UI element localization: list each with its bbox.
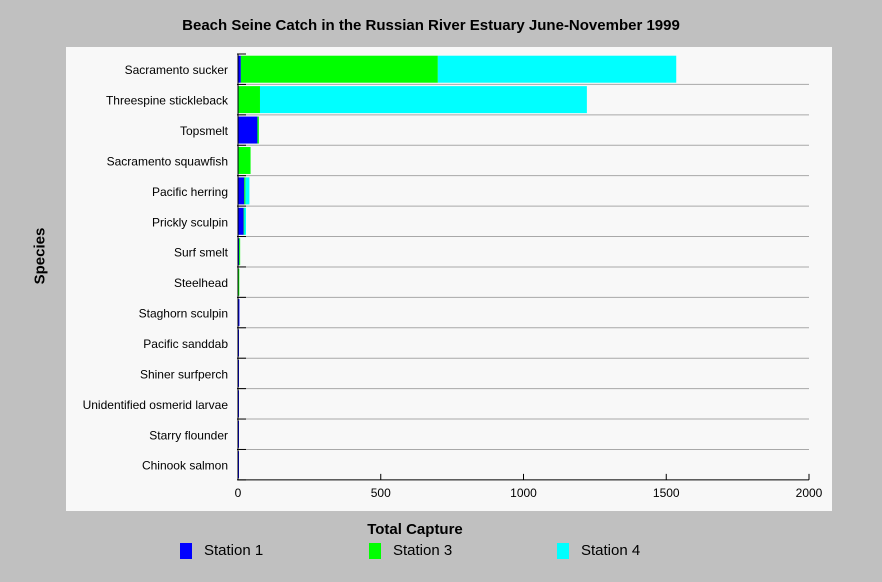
category-label-shiner-surfperch: Shiner surfperch xyxy=(140,367,228,381)
category-label-starry-flounder: Starry flounder xyxy=(149,428,228,442)
category-label-prickly-sculpin: Prickly sculpin xyxy=(152,215,228,229)
bar-station-1-pacific-herring xyxy=(238,177,245,205)
chart-title: Beach Seine Catch in the Russian River E… xyxy=(182,17,680,34)
x-tick-label-2000: 2000 xyxy=(796,486,823,500)
bar-station-4-sacramento-sucker xyxy=(437,55,677,83)
x-tick-label-1500: 1500 xyxy=(653,486,680,500)
x-axis-title: Total Capture xyxy=(367,521,463,538)
category-label-staghorn-sculpin: Staghorn sculpin xyxy=(139,307,228,321)
category-label-steelhead: Steelhead xyxy=(174,276,228,290)
category-label-topsmelt: Topsmelt xyxy=(180,124,229,138)
legend-label-station-1: Station 1 xyxy=(204,542,264,559)
category-label-sacramento-sucker: Sacramento sucker xyxy=(125,63,228,77)
plot-panel: Sacramento sucker Threespine stickleback T… xyxy=(66,47,832,511)
category-label-surf-smelt: Surf smelt xyxy=(174,246,229,260)
bar-station-1-surf-smelt xyxy=(238,238,240,266)
legend-swatch-station-1 xyxy=(180,543,192,559)
bar-station-1-topsmelt xyxy=(238,116,258,144)
bar-station-3-surf-smelt xyxy=(239,238,241,266)
category-label-pacific-herring: Pacific herring xyxy=(152,185,228,199)
legend-label-station-4: Station 4 xyxy=(581,542,641,559)
bar-station-3-pacific-herring xyxy=(244,177,246,205)
x-tick-label-500: 500 xyxy=(371,486,391,500)
x-tick-label-0: 0 xyxy=(235,486,242,500)
category-label-threespine-stickleback: Threespine stickleback xyxy=(106,94,229,108)
category-label-unidentified-osmerid-larvae: Unidentified osmerid larvae xyxy=(83,398,229,412)
bar-station-4-threespine-stickleback xyxy=(259,86,587,114)
category-label-pacific-sanddab: Pacific sanddab xyxy=(143,337,228,351)
x-tick-label-1000: 1000 xyxy=(510,486,537,500)
category-label-chinook-salmon: Chinook salmon xyxy=(142,459,228,473)
bar-station-3-topsmelt xyxy=(257,116,259,144)
bar-station-1-staghorn-sculpin xyxy=(238,299,240,327)
bar-station-3-sacramento-sucker xyxy=(240,55,438,83)
bar-station-3-prickly-sculpin xyxy=(243,207,245,235)
bar-station-4-pacific-herring xyxy=(245,177,250,205)
bar-station-3-sacramento-squawfish xyxy=(238,146,251,174)
legend-swatch-station-4 xyxy=(557,543,569,559)
legend-swatch-station-3 xyxy=(369,543,381,559)
bar-chart: Sacramento sucker Threespine stickleback T… xyxy=(83,53,823,500)
bar-station-4-prickly-sculpin xyxy=(244,207,246,235)
bar-station-1-prickly-sculpin xyxy=(238,207,244,235)
bar-station-3-steelhead xyxy=(238,268,240,296)
bar-station-1-sacramento-sucker xyxy=(238,55,241,83)
legend-label-station-3: Station 3 xyxy=(393,542,453,559)
category-label-sacramento-squawfish: Sacramento squawfish xyxy=(107,154,228,168)
bar-station-3-threespine-stickleback xyxy=(238,86,260,114)
y-axis-title: Species xyxy=(31,227,49,285)
